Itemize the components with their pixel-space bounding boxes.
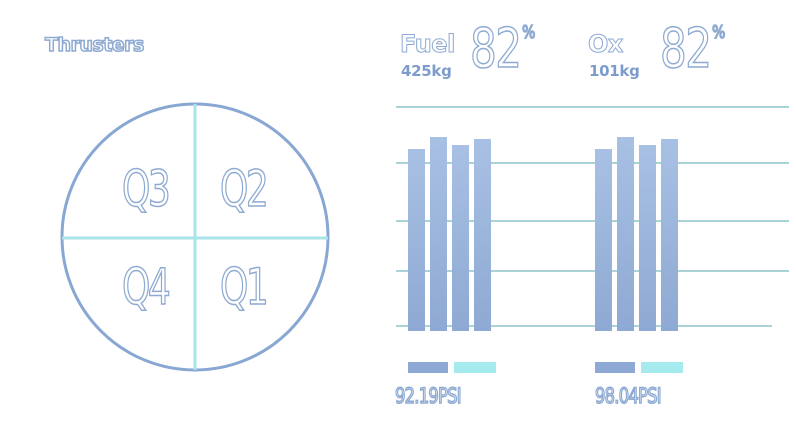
ox-label: Ox [588, 30, 623, 58]
fuel-level-bar [452, 145, 469, 331]
thrusters-title: Thrusters [45, 34, 144, 56]
thruster-quadrant-dial: Q3 Q2 Q4 Q1 [58, 100, 333, 375]
fuel-mass: 425kg [401, 62, 452, 80]
quadrant-q4[interactable]: Q4 [122, 258, 168, 316]
fuel-legend-swatch-secondary [454, 362, 496, 373]
ox-level-bar [617, 137, 634, 331]
thruster-circle [58, 100, 333, 375]
fuel-percent: 82% [470, 22, 534, 76]
ox-level-bar [639, 145, 656, 331]
fuel-label: Fuel [400, 30, 455, 58]
quadrant-q2[interactable]: Q2 [220, 160, 266, 218]
ox-mass: 101kg [589, 62, 640, 80]
ox-legend-swatch-primary [595, 362, 635, 373]
quadrant-q1[interactable]: Q1 [220, 258, 266, 316]
ox-pressure: 98.04PSI [595, 384, 661, 408]
fuel-level-bar [474, 139, 491, 331]
ox-legend-swatch-secondary [641, 362, 683, 373]
ox-level-bar [595, 149, 612, 331]
quadrant-q3[interactable]: Q3 [122, 160, 168, 218]
fuel-legend-swatch-primary [408, 362, 448, 373]
ox-level-bar [661, 139, 678, 331]
ox-percent: 82% [660, 22, 724, 76]
fuel-level-bar [408, 149, 425, 331]
fuel-level-bar [430, 137, 447, 331]
fuel-pressure: 92.19PSI [395, 384, 461, 408]
tank-level-chart [380, 100, 790, 390]
